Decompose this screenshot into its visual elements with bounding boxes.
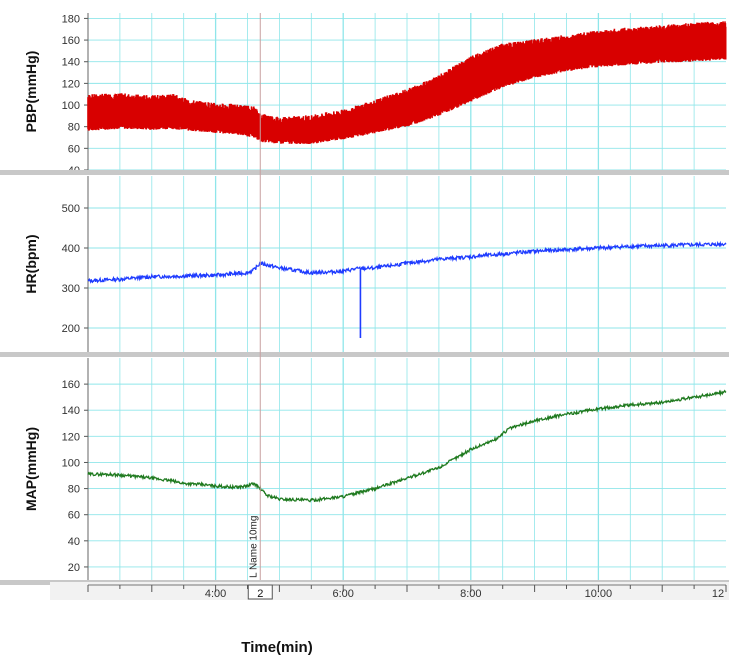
annotation-text: L Name 10mg (248, 516, 259, 578)
pbp-series-band (87, 21, 727, 144)
hr-ytick-label: 400 (62, 243, 80, 255)
pbp-ytick-label: 160 (62, 35, 80, 47)
hr-series-line (87, 240, 727, 284)
hr-ylabel: HR(bpm) (23, 234, 39, 293)
x-tick-label: 10:00 (585, 588, 613, 600)
pbp-ytick-label: 80 (68, 122, 80, 134)
hr-divider (0, 352, 729, 357)
map-ytick-label: 80 (68, 484, 80, 496)
x-tick-label: 8:00 (460, 588, 481, 600)
left-margin (0, 0, 86, 600)
map-ytick-label: 20 (68, 562, 80, 574)
pbp-ylabel: PBP(mmHg) (23, 51, 39, 133)
map-ytick-label: 120 (62, 431, 80, 443)
map-series-line (87, 389, 727, 503)
annotation-box (247, 584, 273, 600)
x-axis-strip (50, 582, 729, 600)
annotation-box-label: 2 (257, 588, 263, 600)
hr-ytick-label: 500 (62, 203, 80, 215)
pbp-ytick-label: 60 (68, 143, 80, 155)
x-tick-label: 4:00 (205, 588, 226, 600)
map-ytick-label: 160 (62, 379, 80, 391)
x-tick-label: 6:00 (332, 588, 353, 600)
pbp-ytick-label: 180 (62, 13, 80, 25)
pbp-ytick-label: 120 (62, 78, 80, 90)
map-ytick-label: 100 (62, 457, 80, 469)
pbp-divider (0, 170, 729, 175)
pbp-ytick-label: 100 (62, 100, 80, 112)
map-ytick-label: 140 (62, 405, 80, 417)
map-ylabel: MAP(mmHg) (23, 427, 39, 511)
x-tick-label: 12 (712, 588, 724, 600)
hr-ytick-label: 200 (62, 323, 80, 335)
pbp-ytick-label: 140 (62, 57, 80, 69)
hr-ytick-label: 300 (62, 283, 80, 295)
map-ytick-label: 60 (68, 510, 80, 522)
map-ytick-label: 40 (68, 536, 80, 548)
x-axis-title: Time(min) (241, 639, 312, 656)
